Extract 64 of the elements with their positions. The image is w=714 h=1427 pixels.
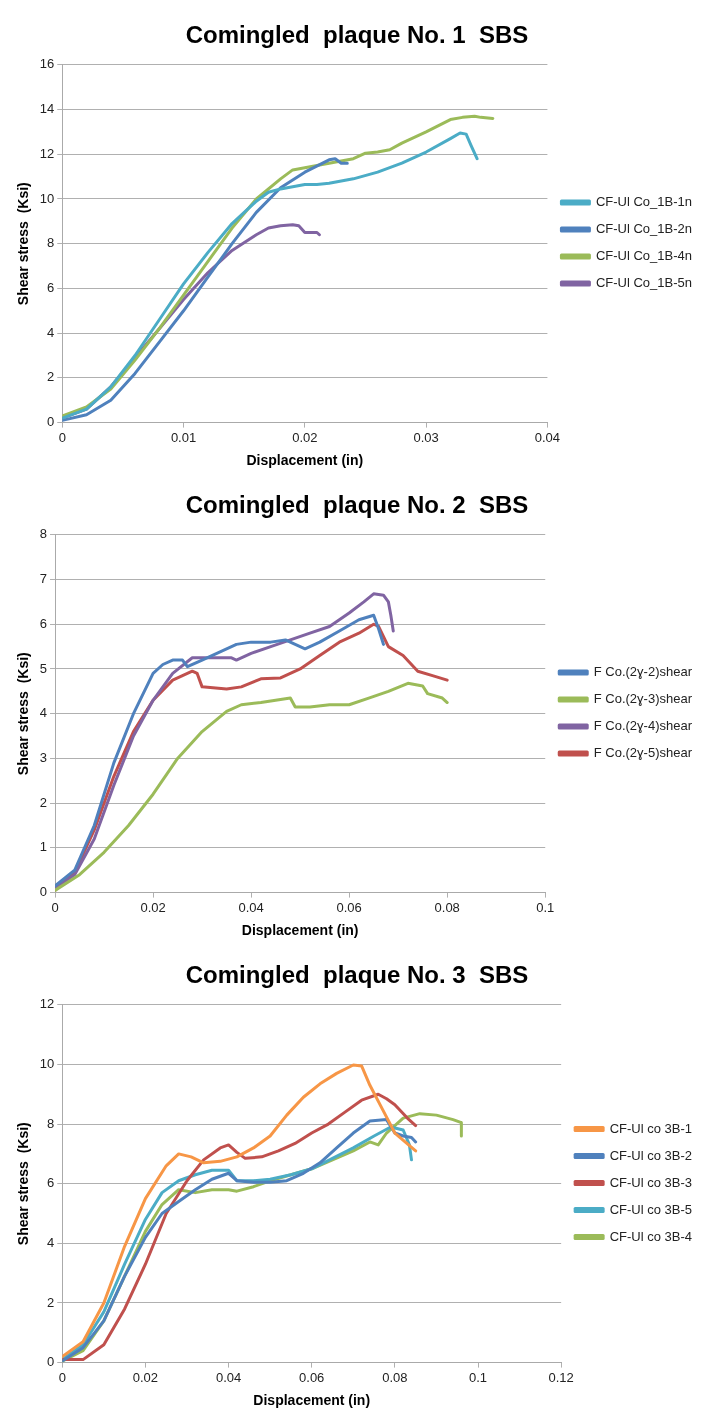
legend-label: F Co.(2ɣ-2)shear [593, 664, 693, 680]
chart-title: Comingled plaque No. 1 SBS [185, 21, 529, 49]
legend-label: CF-Ul co 3B-5 [609, 1201, 693, 1217]
x-axis-title: Displacement (in) [253, 1392, 371, 1409]
x-tick-label: 0.02 [140, 899, 166, 915]
chart-title: Comingled plaque No. 2 SBS [185, 491, 529, 519]
y-tick-label: 3 [39, 750, 48, 765]
x-tick-label: 0.02 [132, 1369, 159, 1385]
y-tick-label: 6 [47, 280, 55, 295]
y-tick-label: 8 [47, 235, 55, 251]
y-tick-label: 5 [39, 660, 48, 676]
x-axis-title: Displacement (in) [246, 452, 364, 469]
y-tick-label: 2 [47, 369, 55, 385]
y-tick-label: 10 [39, 190, 55, 206]
y-tick-label: 8 [39, 526, 48, 542]
x-tick-label: 0.06 [299, 1369, 325, 1385]
y-tick-label: 7 [39, 571, 48, 587]
y-tick-label: 6 [47, 1175, 55, 1191]
x-tick-label: 0.08 [434, 899, 460, 915]
y-tick-label: 16 [39, 56, 55, 72]
x-tick-label: 0.06 [336, 899, 362, 915]
y-tick-label: 12 [39, 145, 55, 161]
legend-label: F Co.(2ɣ-5)shear [593, 745, 693, 761]
legend-label: CF-Ul Co_1B-1n [595, 194, 693, 210]
legend-label: CF-Ul Co_1B-2n [595, 221, 693, 237]
x-tick-label: 0.04 [238, 899, 264, 915]
y-tick-label: 0 [47, 1354, 55, 1370]
legend-label: CF-Ul co 3B-2 [609, 1147, 693, 1163]
y-tick-label: 2 [39, 794, 48, 810]
legend-label: F Co.(2ɣ-3)shear [593, 691, 693, 707]
y-tick-label: 0 [47, 414, 55, 430]
legend-label: CF-Ul co 3B-1 [609, 1120, 693, 1136]
y-tick-label: 8 [47, 1115, 55, 1131]
x-tick-label: 0.04 [534, 429, 561, 445]
y-tick-label: 4 [39, 705, 48, 721]
x-axis-title: Displacement (in) [241, 922, 359, 939]
legend-label: CF-Ul Co_1B-4n [595, 248, 693, 264]
y-tick-label: 2 [47, 1294, 55, 1310]
x-tick-label: 0.02 [292, 429, 318, 445]
y-tick-label: 4 [47, 1234, 55, 1250]
x-tick-label: 0.1 [468, 1369, 488, 1385]
x-tick-label: 0.08 [382, 1369, 408, 1385]
y-tick-label: 4 [47, 324, 55, 340]
y-axis-title: Shear stress (Ksi) [15, 182, 32, 306]
chart-title: Comingled plaque No. 3 SBS [185, 961, 529, 989]
x-tick-label: 0.04 [215, 1369, 242, 1385]
y-tick-label: 6 [39, 615, 48, 631]
legend-label: CF-Ul Co_1B-5n [595, 275, 693, 291]
x-tick-label: 0 [58, 429, 66, 445]
y-tick-label: 10 [39, 1056, 55, 1072]
y-axis-title: Shear stress (Ksi) [15, 1122, 32, 1246]
legend-label: CF-Ul co 3B-4 [609, 1228, 693, 1244]
y-tick-label: 12 [39, 996, 55, 1012]
y-axis-title: Shear stress (Ksi) [15, 652, 32, 776]
y-tick-label: 1 [39, 839, 48, 855]
x-tick-label: 0.1 [536, 899, 555, 915]
x-tick-label: 0.03 [413, 429, 439, 445]
x-tick-label: 0 [58, 1369, 66, 1385]
y-tick-label: 14 [39, 101, 55, 117]
legend-label: CF-Ul co 3B-3 [609, 1174, 693, 1190]
x-tick-label: 0.01 [170, 429, 197, 445]
y-tick-label: 0 [39, 884, 48, 900]
x-tick-label: 0.12 [548, 1369, 574, 1385]
legend-label: F Co.(2ɣ-4)shear [593, 718, 693, 734]
